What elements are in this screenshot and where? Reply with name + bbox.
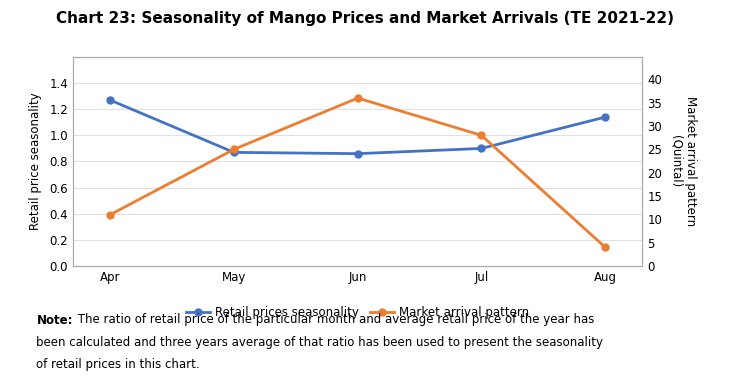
Legend: Retail prices seasonality, Market arrival pattern: Retail prices seasonality, Market arriva… [182, 301, 534, 324]
Text: of retail prices in this chart.: of retail prices in this chart. [36, 358, 200, 370]
Y-axis label: Retail price seasonality: Retail price seasonality [29, 93, 42, 230]
Text: The ratio of retail price of the particular month and average retail price of th: The ratio of retail price of the particu… [74, 314, 595, 326]
Text: Chart 23: Seasonality of Mango Prices and Market Arrivals (TE 2021-22): Chart 23: Seasonality of Mango Prices an… [56, 11, 674, 26]
Text: Note:: Note: [36, 314, 73, 326]
Text: been calculated and three years average of that ratio has been used to present t: been calculated and three years average … [36, 336, 604, 348]
Y-axis label: Market arrival pattern
(Quintal): Market arrival pattern (Quintal) [669, 97, 697, 226]
